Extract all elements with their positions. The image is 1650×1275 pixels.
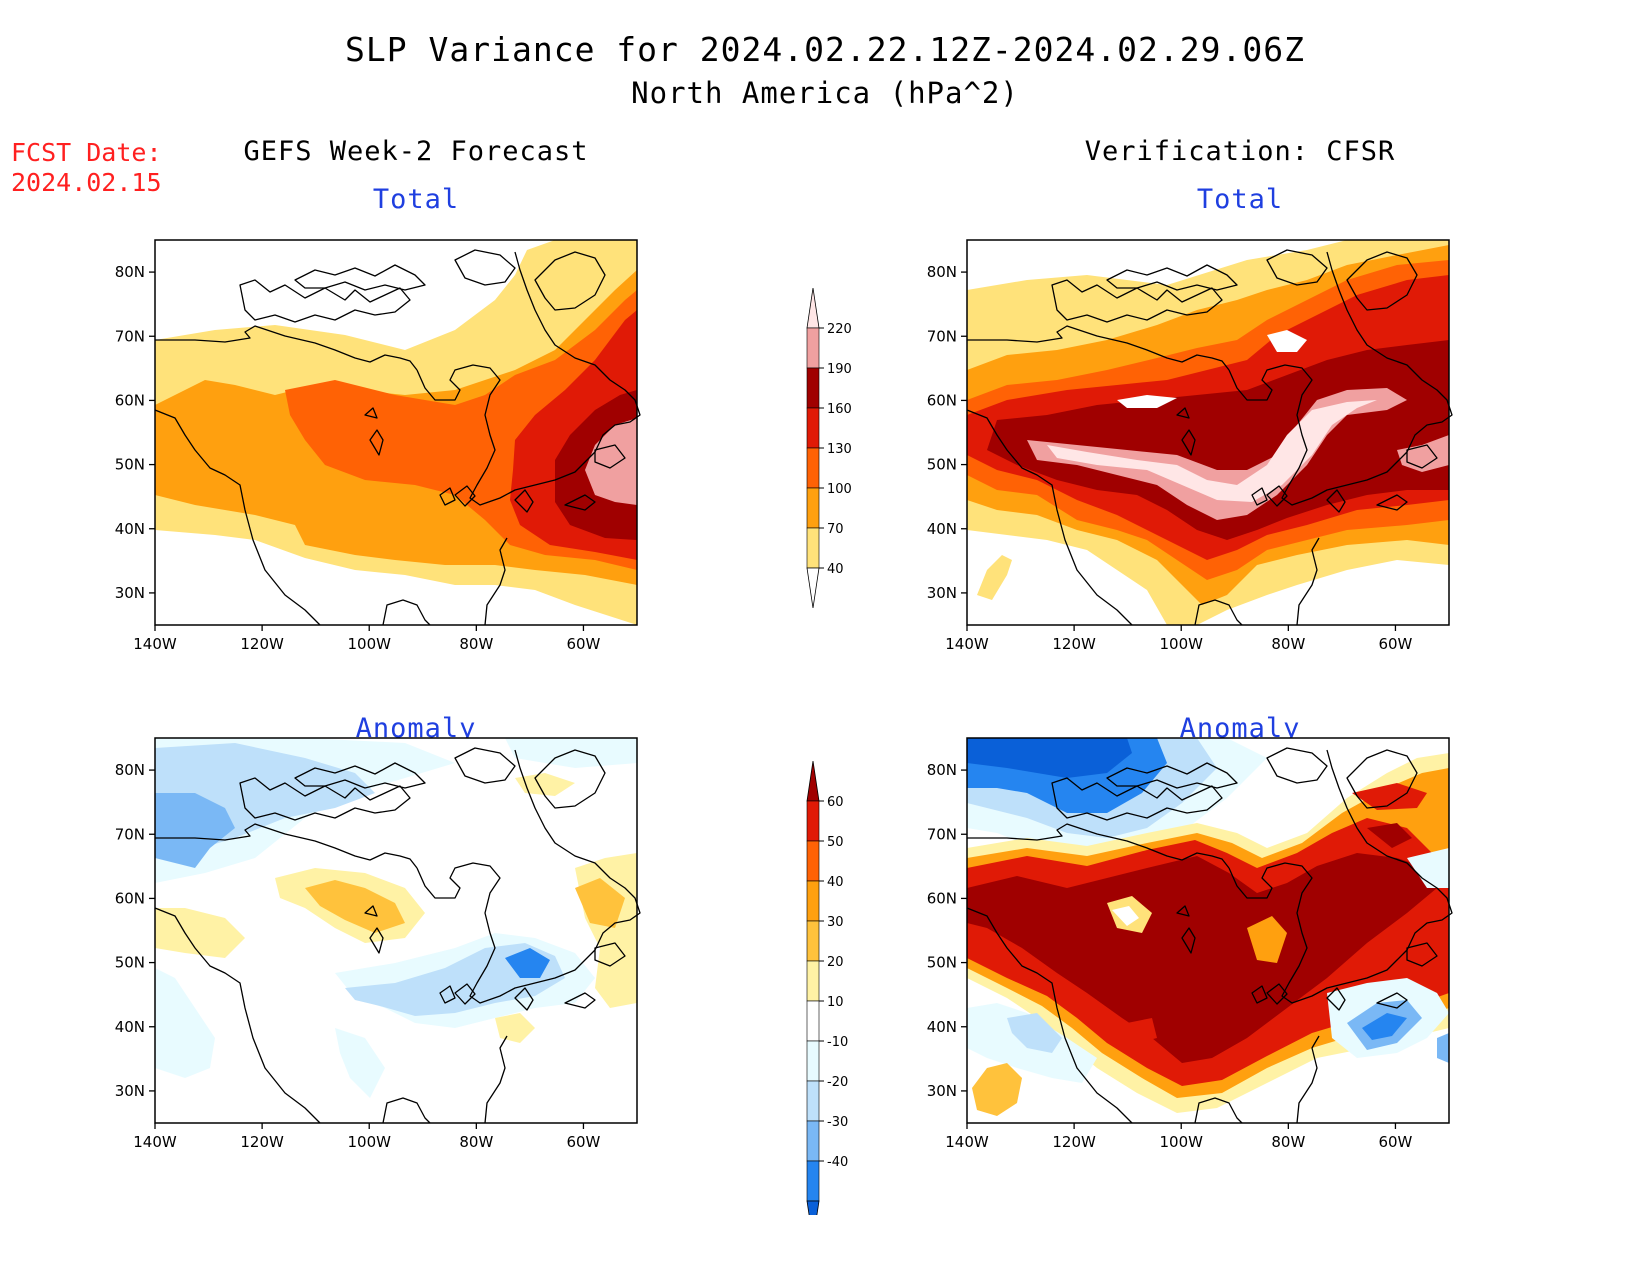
colorbar-cell <box>806 327 820 369</box>
colorbar-cell <box>806 367 820 409</box>
y-tick-label-verif-anom: 40N <box>927 1018 957 1036</box>
colorbar-cell <box>806 407 820 449</box>
x-tick-label-verif-anom: 120W <box>1052 1133 1096 1151</box>
colorbar-anomaly: 60 50 40 30 20 10 -10 -20 -30 -40 <box>806 760 848 1215</box>
panel-title-verification-total: Total <box>1196 184 1284 215</box>
x-tick-label-fcst-anom: 120W <box>240 1133 284 1151</box>
panel-title-forecast-total: Total <box>372 184 460 215</box>
map-verification-total <box>966 239 1453 626</box>
colorbar-cell <box>806 287 820 329</box>
colorbar-cell <box>806 447 820 489</box>
x-tick-label-verif-total: 100W <box>1159 635 1203 653</box>
y-tick-label-fcst-anom: 70N <box>115 825 145 843</box>
colorbar-label: 20 <box>827 955 844 970</box>
colorbar-cell <box>806 1040 820 1082</box>
y-tick-label-verif-total: 30N <box>927 584 957 602</box>
x-tick-label-fcst-total: 60W <box>566 635 600 653</box>
y-tick-label-verif-anom: 30N <box>927 1082 957 1100</box>
colorbar-label: -10 <box>827 1035 848 1050</box>
x-tick-label-verif-anom: 60W <box>1378 1133 1412 1151</box>
x-tick-label-fcst-total: 120W <box>240 635 284 653</box>
y-tick-label-fcst-anom: 30N <box>115 1082 145 1100</box>
right-column-title: Verification: CFSR <box>1084 136 1396 167</box>
colorbar-cell <box>806 880 820 922</box>
y-tick-label-fcst-anom: 50N <box>115 954 145 972</box>
colorbar-label: -30 <box>827 1115 848 1130</box>
colorbar-cell <box>806 1160 820 1202</box>
colorbar-label: 190 <box>827 362 852 377</box>
colorbar-label: 40 <box>827 562 844 577</box>
fcst-date-value: 2024.02.15 <box>11 168 162 197</box>
colorbar-label: 70 <box>827 522 844 537</box>
x-tick-label-fcst-total: 140W <box>133 635 177 653</box>
colorbar-cell <box>806 960 820 1002</box>
colorbar-cell <box>806 800 820 842</box>
colorbar-cell <box>806 1080 820 1122</box>
colorbar-cell <box>806 1000 820 1042</box>
left-column-title: GEFS Week-2 Forecast <box>243 136 589 167</box>
y-tick-label-verif-total: 40N <box>927 520 957 538</box>
y-tick-label-verif-total: 60N <box>927 391 957 409</box>
map-forecast-total <box>154 239 641 626</box>
colorbar-cell <box>806 1120 820 1162</box>
y-tick-label-verif-anom: 80N <box>927 761 957 779</box>
colorbar-label: 30 <box>827 915 844 930</box>
y-tick-label-fcst-total: 40N <box>115 520 145 538</box>
colorbar-label: 10 <box>827 995 844 1010</box>
colorbar-label: 160 <box>827 402 852 417</box>
colorbar-cell <box>806 920 820 962</box>
colorbar-label: 100 <box>827 482 852 497</box>
colorbar-label: -40 <box>827 1155 848 1170</box>
y-tick-label-fcst-total: 60N <box>115 391 145 409</box>
x-tick-label-fcst-anom: 80W <box>459 1133 493 1151</box>
x-tick-label-fcst-anom: 140W <box>133 1133 177 1151</box>
y-tick-label-fcst-total: 30N <box>115 584 145 602</box>
y-tick-label-verif-anom: 50N <box>927 954 957 972</box>
y-tick-label-fcst-total: 70N <box>115 327 145 345</box>
colorbar-cell <box>806 840 820 882</box>
x-tick-label-verif-anom: 140W <box>945 1133 989 1151</box>
x-tick-label-verif-anom: 80W <box>1271 1133 1305 1151</box>
x-tick-label-verif-total: 80W <box>1271 635 1305 653</box>
y-tick-label-verif-anom: 70N <box>927 825 957 843</box>
y-tick-label-verif-total: 70N <box>927 327 957 345</box>
chart-subtitle: North America (hPa^2) <box>631 76 1019 110</box>
y-tick-label-verif-anom: 60N <box>927 889 957 907</box>
colorbar-total: 220 190 160 130 100 70 40 <box>806 287 852 609</box>
colorbar-cell <box>806 527 820 569</box>
x-tick-label-fcst-total: 80W <box>459 635 493 653</box>
y-tick-label-fcst-anom: 60N <box>115 889 145 907</box>
y-tick-label-verif-total: 50N <box>927 456 957 474</box>
x-tick-label-fcst-anom: 60W <box>566 1133 600 1151</box>
y-tick-label-verif-total: 80N <box>927 263 957 281</box>
colorbar-cell <box>806 1200 820 1215</box>
colorbar-label: 60 <box>827 795 844 810</box>
x-tick-label-verif-anom: 100W <box>1159 1133 1203 1151</box>
y-tick-label-fcst-total: 50N <box>115 456 145 474</box>
colorbar-cell <box>806 567 820 609</box>
colorbar-label: -20 <box>827 1075 848 1090</box>
colorbar-label: 40 <box>827 875 844 890</box>
map-verification-anomaly <box>966 737 1453 1124</box>
x-tick-label-verif-total: 120W <box>1052 635 1096 653</box>
y-tick-label-fcst-total: 80N <box>115 263 145 281</box>
colorbar-label: 50 <box>827 835 844 850</box>
y-tick-label-fcst-anom: 80N <box>115 761 145 779</box>
x-tick-label-verif-total: 140W <box>945 635 989 653</box>
x-tick-label-fcst-total: 100W <box>347 635 391 653</box>
chart-title: SLP Variance for 2024.02.22.12Z-2024.02.… <box>345 30 1305 69</box>
colorbar-label: 130 <box>827 442 852 457</box>
fcst-date-label: FCST Date: <box>11 138 162 167</box>
colorbar-cell <box>806 760 820 802</box>
colorbar-label: 220 <box>827 322 852 337</box>
y-tick-label-fcst-anom: 40N <box>115 1018 145 1036</box>
map-forecast-anomaly <box>154 737 641 1124</box>
x-tick-label-fcst-anom: 100W <box>347 1133 391 1151</box>
colorbar-cell <box>806 487 820 529</box>
x-tick-label-verif-total: 60W <box>1378 635 1412 653</box>
